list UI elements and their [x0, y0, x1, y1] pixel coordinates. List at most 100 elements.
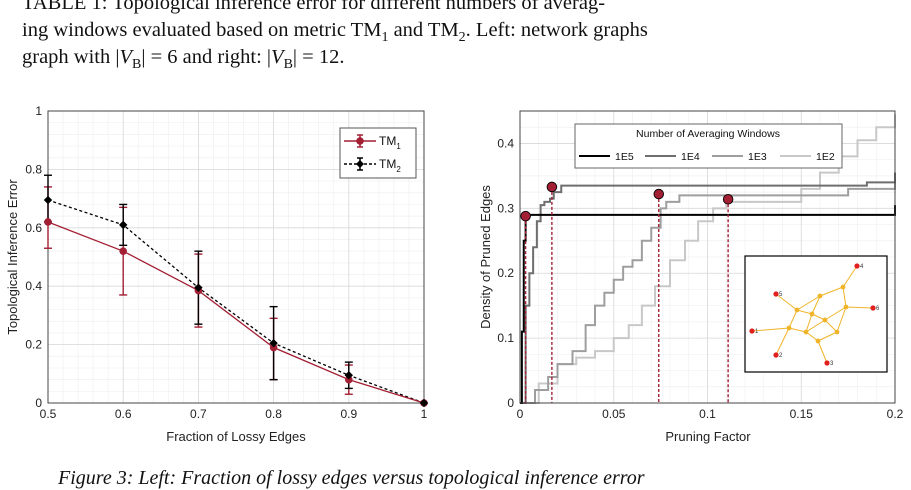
inset-edge	[796, 309, 813, 315]
left-x-tick-label: 0.9	[340, 407, 357, 421]
right-x-tick-label: 0.05	[602, 407, 626, 421]
inset-edge	[788, 327, 807, 333]
inset-edge	[824, 319, 838, 333]
caption-text: | = 12.	[292, 46, 345, 68]
caption-sub: 2	[458, 30, 466, 46]
caption-text: . Left: network graphs	[465, 19, 648, 41]
right-x-tick-label: 0.1	[699, 407, 716, 421]
right-y-tick-label: 0.3	[497, 201, 514, 215]
inset-frame	[744, 255, 888, 373]
legend-label-1e3: 1E3	[748, 151, 767, 163]
right-series-line-1e5	[520, 205, 896, 404]
left-series-line-tm2	[47, 199, 425, 404]
inset-hidden-node	[840, 284, 846, 290]
left-x-tick-label: 0.8	[265, 407, 282, 421]
inset-nodes: 1 2 3 4 5 6	[749, 263, 880, 367]
left-point-tm2	[269, 338, 278, 348]
left-point-tm1	[269, 343, 278, 352]
right-legend-box	[574, 123, 843, 169]
left-point-tm1	[119, 247, 127, 255]
inset-edge	[842, 265, 858, 288]
left-y-tick-label: 0	[35, 396, 42, 410]
right-x-tick-label: 0.2	[887, 407, 904, 421]
inset-hidden-node	[809, 311, 815, 317]
inset-node-label: 2	[779, 353, 783, 359]
inset-edge	[824, 306, 847, 321]
inset-hidden-node	[803, 329, 809, 335]
inset-labeled-node	[773, 291, 779, 297]
left-point-tm2	[119, 220, 128, 230]
left-x-tick-label: 0.5	[40, 407, 57, 421]
inset-edge	[817, 340, 828, 364]
left-y-tick-label: 0.2	[25, 338, 42, 352]
inset-labeled-node	[854, 263, 860, 269]
inset-edge	[751, 327, 790, 332]
left-chart: 0.5 0.6 0.7 0.8 0.9 1 0 0.2 0.4 0.6 0.8 1 Fraction …	[5, 104, 429, 444]
left-x-axis-label: Fraction of Lossy Edges	[166, 429, 306, 444]
right-x-tick-label: 0	[517, 407, 524, 421]
right-marker-point	[520, 210, 531, 222]
left-ticks: 0.5 0.6 0.7 0.8 0.9 1 0 0.2 0.4 0.6 0.8 1	[25, 104, 427, 421]
caption-bottom: Figure 3: Left: Fraction of lossy edges …	[58, 467, 645, 489]
caption-sub: B	[283, 57, 293, 73]
left-series	[43, 174, 429, 408]
left-point-tm1	[44, 218, 52, 226]
right-y-tick-label: 0.4	[497, 136, 514, 150]
caption-text: | = 6 and right: |	[141, 46, 272, 68]
left-y-tick-label: 0.8	[25, 162, 42, 176]
inset-edge	[819, 286, 844, 297]
legend-label-1e2: 1E2	[816, 151, 835, 163]
inset-hidden-node	[786, 325, 792, 331]
left-y-tick-label: 1	[35, 104, 42, 118]
inset-edge	[845, 306, 874, 309]
caption-line-2: ing windows evaluated based on metric TM…	[22, 17, 648, 51]
legend-label-tm1: TM1	[379, 134, 401, 151]
inset-edge	[775, 293, 798, 311]
inset-node-label: 1	[755, 329, 759, 335]
right-plot-frame	[519, 110, 896, 404]
inset-edge	[788, 309, 798, 329]
inset-edge	[817, 331, 838, 342]
right-marker-point	[722, 193, 734, 205]
left-point-tm2	[419, 398, 429, 408]
left-legend-box	[339, 127, 417, 179]
inset-node-label: 6	[876, 306, 880, 312]
caption-text: graph with |	[22, 46, 120, 68]
right-marker-point	[546, 181, 558, 193]
inset-edge	[836, 306, 847, 333]
right-legend-title: Number of Averaging Windows	[636, 128, 780, 140]
left-point-tm2	[194, 283, 203, 292]
legend-label-1e5: 1E5	[615, 151, 634, 163]
caption-text: and TM	[388, 19, 459, 41]
inset-edge	[805, 331, 819, 342]
left-legend: TM1 TM2	[339, 127, 417, 179]
right-legend: Number of Averaging Windows 1E5 1E4 1E3 …	[574, 123, 843, 169]
left-point-tm2	[43, 195, 53, 205]
legend-label-base: TM	[379, 157, 396, 171]
right-y-tick-label: 0.2	[497, 266, 514, 280]
inset-network-graph: 1 2 3 4 5 6	[744, 255, 888, 373]
inset-labeled-node	[773, 352, 779, 358]
caption-text: ing windows evaluated based on metric TM	[22, 19, 382, 41]
inset-labeled-node	[749, 328, 755, 334]
inset-hidden-node	[834, 329, 840, 335]
caption-line-3: graph with |VB| = 6 and right: |VB| = 12…	[22, 44, 344, 78]
inset-labeled-node	[870, 305, 876, 311]
inset-hidden-node	[817, 293, 823, 299]
right-y-axis-label: Density of Pruned Edges	[478, 185, 493, 329]
inset-node-label: 3	[830, 361, 834, 367]
right-y-tick-label: 0.1	[497, 331, 514, 345]
caption-line-1: TABLE 1: Topological inference error for…	[22, 0, 606, 14]
inset-hidden-node	[843, 304, 849, 310]
inset-edge	[796, 295, 821, 311]
right-x-tick-label: 0.15	[790, 407, 814, 421]
left-y-tick-label: 0.6	[25, 221, 42, 235]
left-x-tick-label: 1	[421, 407, 428, 421]
right-marker-point	[653, 188, 665, 200]
inset-edge	[775, 327, 790, 356]
left-y-axis-label: Topological Inference Error	[5, 179, 20, 335]
left-series-line-tm1	[47, 221, 425, 404]
right-markers	[520, 181, 734, 403]
left-point-tm1	[345, 375, 353, 384]
right-x-axis-label: Pruning Factor	[665, 429, 751, 444]
